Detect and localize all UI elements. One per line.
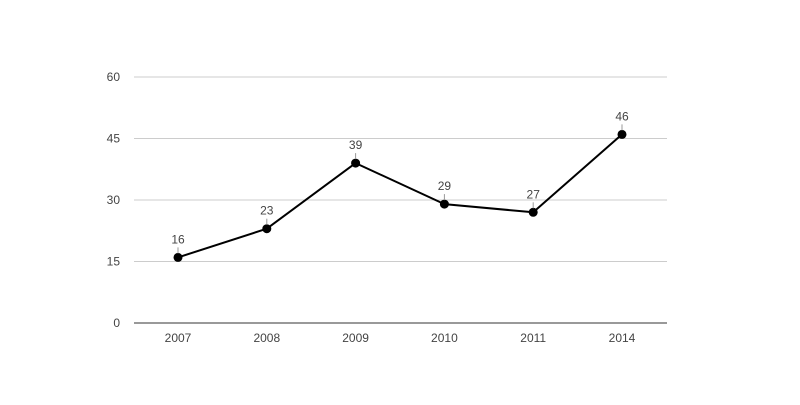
data-point-2010[interactable] bbox=[439, 199, 449, 209]
x-tick-label: 2009 bbox=[342, 331, 369, 345]
data-labels: 16 23 39 29 27 46 bbox=[171, 109, 629, 254]
series bbox=[173, 129, 627, 262]
data-point-2007[interactable] bbox=[173, 252, 183, 262]
y-tick-label: 15 bbox=[107, 255, 121, 269]
data-label: 39 bbox=[349, 138, 363, 152]
data-label: 27 bbox=[527, 187, 541, 201]
x-tick-label: 2010 bbox=[431, 331, 458, 345]
data-label: 16 bbox=[171, 232, 185, 246]
x-tick-label: 2007 bbox=[165, 331, 192, 345]
y-tick-label: 0 bbox=[113, 316, 120, 330]
data-point-2014[interactable] bbox=[617, 129, 627, 139]
gridlines bbox=[134, 76, 667, 262]
data-label: 23 bbox=[260, 204, 274, 218]
y-tick-label: 45 bbox=[107, 132, 121, 146]
data-point-2009[interactable] bbox=[351, 158, 361, 168]
data-label: 46 bbox=[615, 109, 629, 123]
data-point-2011[interactable] bbox=[528, 207, 538, 217]
series-line bbox=[177, 133, 623, 259]
axes: 0 15 30 45 60 2007 2008 2009 2010 2011 2014 bbox=[107, 70, 667, 345]
data-label: 29 bbox=[438, 179, 452, 193]
y-tick-label: 60 bbox=[107, 70, 121, 84]
data-point-2008[interactable] bbox=[262, 224, 272, 234]
x-tick-label: 2014 bbox=[609, 331, 636, 345]
x-tick-label: 2011 bbox=[520, 331, 546, 345]
x-tick-label: 2008 bbox=[253, 331, 280, 345]
y-tick-label: 30 bbox=[107, 193, 121, 207]
